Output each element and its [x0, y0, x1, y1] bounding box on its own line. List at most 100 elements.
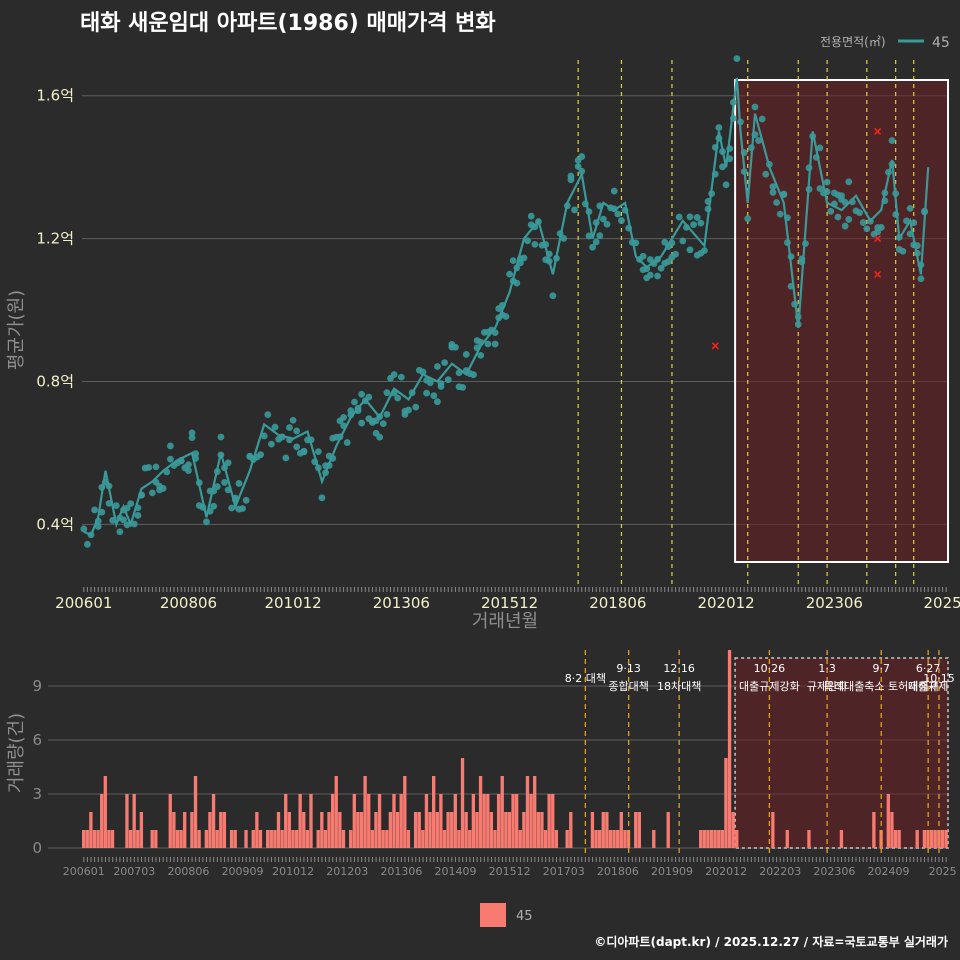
cancelled-trade-marker: [874, 270, 882, 278]
policy-event-label: 규제완화: [807, 680, 847, 693]
trade-point: [614, 210, 622, 218]
volume-bar: [150, 830, 154, 848]
trade-point: [430, 392, 438, 400]
volume-bar: [897, 830, 901, 848]
volume-bar: [359, 812, 364, 848]
trade-point: [314, 448, 322, 456]
volume-bar: [168, 794, 172, 848]
x-tick-label: 201306: [373, 594, 430, 612]
legend-label: 45: [932, 35, 950, 51]
policy-event-date: 10·26: [754, 662, 786, 675]
chart-title: 태화 새운임대 아파트(1986) 매매가격 변화: [80, 11, 496, 36]
volume-bar: [540, 812, 544, 848]
trade-point: [509, 257, 517, 265]
volume-x-tick-label: 2025: [929, 865, 957, 878]
volume-bar: [460, 758, 465, 848]
volume-bar: [785, 830, 789, 848]
y-tick-label: 0.4억: [36, 515, 74, 533]
volume-x-tick-label: 202203: [759, 865, 801, 878]
trade-point: [185, 467, 192, 474]
volume-x-tick-label: 201203: [326, 865, 368, 878]
volume-bar: [435, 812, 439, 848]
volume-bar: [229, 830, 234, 848]
volume-x-tick-label: 200909: [222, 865, 264, 878]
trade-point: [94, 523, 102, 530]
trade-point: [318, 494, 326, 502]
volume-x-tick-label: 201012: [272, 865, 314, 878]
volume-bar: [922, 830, 927, 848]
volume-bar: [110, 830, 115, 848]
trade-point: [152, 463, 160, 471]
trade-point: [816, 144, 824, 152]
volume-bar: [244, 830, 248, 848]
volume-bar: [82, 830, 86, 848]
trade-point: [592, 238, 600, 246]
volume-bar: [601, 812, 605, 848]
x-tick-label: 2025: [923, 594, 960, 612]
volume-bar: [392, 794, 396, 848]
trade-point: [888, 137, 896, 144]
volume-bar: [720, 830, 724, 848]
cancelled-trade-marker: [874, 127, 882, 135]
volume-bar: [554, 830, 559, 848]
volume-bar: [547, 794, 551, 848]
trade-point: [827, 207, 835, 215]
trade-point: [762, 170, 770, 178]
policy-event-date: 8·2 대책: [565, 672, 606, 685]
trade-point: [351, 398, 358, 406]
trade-point: [675, 213, 683, 221]
trade-point: [213, 483, 221, 491]
volume-bar: [442, 830, 447, 848]
volume-bar: [172, 812, 176, 848]
volume-bar: [529, 794, 533, 848]
trade-point: [192, 450, 200, 457]
x-tick-label: 201806: [589, 594, 646, 612]
volume-bar: [363, 776, 367, 848]
policy-event-date: 9·13: [616, 662, 641, 675]
trade-point: [134, 512, 142, 519]
trade-point: [600, 215, 607, 223]
volume-x-tick-label: 201512: [489, 865, 531, 878]
trade-point: [549, 292, 557, 300]
trade-point: [845, 216, 853, 223]
volume-bar: [666, 812, 670, 848]
trade-point: [268, 440, 275, 448]
trade-point: [693, 214, 701, 221]
volume-bar: [417, 812, 421, 848]
volume-x-tick-label: 201409: [434, 865, 476, 878]
volume-bar: [193, 776, 198, 848]
trade-point: [434, 398, 441, 406]
volume-bar: [403, 776, 407, 848]
volume-panel: 0 3 6 9 8·2 대책 9·13 종합대책 12·16 18차대책 10·26 대출규제강화 1…: [32, 650, 957, 878]
trade-point: [769, 183, 777, 191]
volume-bar: [183, 812, 187, 848]
volume-bar: [305, 830, 310, 848]
volume-bar: [323, 830, 328, 848]
trade-point: [585, 232, 593, 240]
trade-point: [715, 124, 723, 131]
trade-point: [405, 406, 412, 414]
volume-bar: [608, 830, 613, 848]
volume-bar: [702, 830, 706, 848]
trade-point: [596, 232, 604, 240]
trade-point: [910, 219, 918, 227]
volume-bar: [890, 812, 894, 848]
trade-point: [452, 343, 459, 351]
trade-point: [347, 407, 355, 415]
volume-bar: [471, 794, 476, 848]
volume-bar: [432, 776, 436, 848]
trade-point: [773, 199, 781, 206]
trade-point: [744, 215, 752, 222]
trade-point: [383, 389, 391, 397]
volume-bar: [543, 830, 548, 848]
trade-point: [769, 189, 777, 196]
trade-point: [502, 313, 510, 320]
trade-point: [235, 480, 243, 487]
volume-bar: [565, 830, 569, 848]
trade-point: [755, 137, 762, 144]
volume-bar: [533, 776, 537, 848]
trade-point: [646, 271, 654, 279]
volume-bar: [504, 812, 508, 848]
trade-point: [654, 272, 661, 280]
